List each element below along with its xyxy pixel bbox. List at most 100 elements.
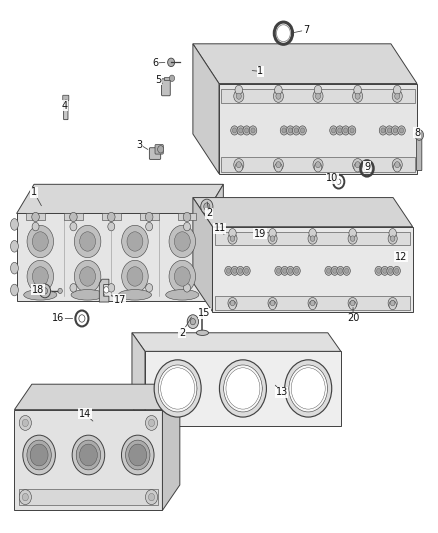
Circle shape xyxy=(223,384,230,393)
Circle shape xyxy=(349,301,356,310)
Polygon shape xyxy=(206,184,223,301)
Circle shape xyxy=(174,398,181,406)
Circle shape xyxy=(80,232,95,251)
Polygon shape xyxy=(193,198,212,312)
Circle shape xyxy=(355,161,360,168)
Polygon shape xyxy=(215,296,410,310)
Circle shape xyxy=(32,267,48,286)
Circle shape xyxy=(268,233,277,244)
Circle shape xyxy=(313,159,323,171)
Circle shape xyxy=(288,269,293,273)
Polygon shape xyxy=(26,214,45,221)
Polygon shape xyxy=(212,227,413,312)
Circle shape xyxy=(309,301,316,310)
Circle shape xyxy=(350,128,354,133)
Circle shape xyxy=(190,318,195,325)
Circle shape xyxy=(377,269,381,273)
Circle shape xyxy=(251,375,258,383)
Circle shape xyxy=(163,394,170,402)
Circle shape xyxy=(333,269,337,273)
Circle shape xyxy=(415,130,424,140)
Circle shape xyxy=(169,225,195,257)
Circle shape xyxy=(233,269,237,273)
Circle shape xyxy=(282,128,286,133)
Circle shape xyxy=(353,159,363,171)
Circle shape xyxy=(281,266,288,276)
Circle shape xyxy=(184,222,191,231)
Circle shape xyxy=(244,269,248,273)
Circle shape xyxy=(389,269,392,273)
Circle shape xyxy=(276,269,281,273)
Circle shape xyxy=(398,126,405,135)
Text: 12: 12 xyxy=(395,252,407,262)
Polygon shape xyxy=(162,384,180,511)
Circle shape xyxy=(32,212,39,222)
Circle shape xyxy=(375,266,382,276)
Polygon shape xyxy=(64,214,83,221)
Circle shape xyxy=(127,232,143,251)
Circle shape xyxy=(185,394,192,402)
Circle shape xyxy=(268,297,277,309)
Text: 2: 2 xyxy=(206,208,212,219)
Circle shape xyxy=(339,269,343,273)
Text: 16: 16 xyxy=(52,313,64,324)
Text: 4: 4 xyxy=(61,101,67,111)
Polygon shape xyxy=(14,384,180,410)
Ellipse shape xyxy=(24,289,57,300)
Ellipse shape xyxy=(11,284,18,296)
Circle shape xyxy=(293,394,300,402)
Circle shape xyxy=(39,284,50,298)
FancyBboxPatch shape xyxy=(63,95,69,101)
Circle shape xyxy=(74,225,101,257)
Circle shape xyxy=(286,126,294,135)
Polygon shape xyxy=(17,184,223,214)
Ellipse shape xyxy=(71,289,104,300)
Polygon shape xyxy=(219,84,417,174)
Circle shape xyxy=(354,85,361,94)
Circle shape xyxy=(287,266,294,276)
Circle shape xyxy=(146,222,152,231)
Circle shape xyxy=(291,368,325,409)
Circle shape xyxy=(229,301,236,310)
Text: 13: 13 xyxy=(276,387,288,397)
Circle shape xyxy=(146,284,152,292)
Circle shape xyxy=(104,287,109,293)
Circle shape xyxy=(249,126,257,135)
Circle shape xyxy=(388,297,397,309)
Polygon shape xyxy=(215,232,410,245)
Circle shape xyxy=(23,435,55,475)
Circle shape xyxy=(163,375,170,383)
Circle shape xyxy=(159,365,197,412)
Circle shape xyxy=(289,365,328,412)
Text: 17: 17 xyxy=(113,295,126,305)
Circle shape xyxy=(276,161,281,168)
Circle shape xyxy=(235,163,243,172)
Circle shape xyxy=(275,163,282,172)
Circle shape xyxy=(32,222,39,231)
Circle shape xyxy=(226,269,230,273)
Circle shape xyxy=(187,315,198,328)
Circle shape xyxy=(108,222,115,231)
Circle shape xyxy=(338,128,342,133)
Circle shape xyxy=(314,163,322,172)
Circle shape xyxy=(269,301,276,310)
Text: 5: 5 xyxy=(155,75,161,85)
Circle shape xyxy=(184,284,191,292)
Circle shape xyxy=(226,368,260,409)
Circle shape xyxy=(228,233,237,244)
Circle shape xyxy=(316,394,323,402)
Polygon shape xyxy=(221,157,415,172)
Ellipse shape xyxy=(196,330,208,335)
Polygon shape xyxy=(140,214,159,221)
Polygon shape xyxy=(14,410,162,511)
Circle shape xyxy=(161,368,194,409)
Text: 9: 9 xyxy=(364,162,370,172)
Circle shape xyxy=(27,260,53,293)
Circle shape xyxy=(129,444,147,466)
Circle shape xyxy=(395,161,400,168)
Circle shape xyxy=(201,199,213,214)
Circle shape xyxy=(80,267,95,286)
Circle shape xyxy=(389,229,396,238)
Circle shape xyxy=(72,435,105,475)
Circle shape xyxy=(22,419,28,426)
